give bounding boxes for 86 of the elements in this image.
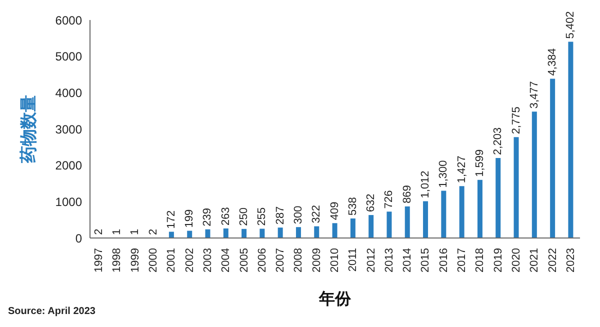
x-tick-label: 2011 — [347, 248, 360, 272]
x-tick-label: 2015 — [420, 248, 432, 272]
source-note: Source: April 2023 — [8, 306, 96, 317]
x-tick-label: 2017 — [456, 248, 468, 272]
data-label: 1,012 — [420, 170, 432, 198]
bar — [459, 186, 464, 238]
bar — [350, 218, 356, 238]
x-tick-label: 2013 — [383, 248, 396, 272]
y-tick-label: 2000 — [55, 158, 82, 173]
x-tick-label: 2001 — [166, 248, 178, 272]
data-label: 172 — [165, 210, 178, 229]
x-tick-label: 2006 — [256, 248, 268, 272]
data-label: 632 — [365, 194, 378, 212]
data-label: 726 — [383, 190, 396, 209]
data-label: 239 — [202, 208, 214, 226]
data-label: 5,402 — [564, 11, 577, 39]
data-label: 3,477 — [528, 81, 540, 109]
x-tick-label: 2020 — [510, 248, 522, 272]
y-tick-label: 4000 — [55, 86, 82, 100]
x-tick-label: 2002 — [184, 248, 196, 272]
x-tick-label: 2023 — [564, 248, 577, 272]
data-label: 1,300 — [438, 160, 450, 188]
data-label: 538 — [346, 197, 359, 216]
x-tick-label: 2014 — [402, 248, 414, 272]
bar — [223, 228, 228, 238]
bar — [205, 229, 210, 238]
data-label: 1,427 — [456, 156, 468, 184]
x-tick-label: 2010 — [329, 248, 341, 272]
x-axis-title: 年份 — [318, 290, 352, 308]
data-label: 2,775 — [510, 106, 522, 134]
bar — [441, 190, 446, 238]
bar — [278, 228, 283, 238]
bar — [532, 112, 537, 238]
y-axis-title: 药物数量 — [19, 95, 38, 164]
bar — [568, 42, 574, 238]
x-tick-label: 2021 — [528, 248, 541, 272]
y-tick-label: 1000 — [55, 194, 82, 209]
bar — [550, 78, 556, 238]
bar — [514, 137, 519, 238]
bar — [187, 230, 192, 238]
x-tick-label: 2019 — [492, 248, 504, 272]
data-label: 199 — [184, 209, 196, 228]
data-label: 409 — [328, 202, 341, 220]
data-label: 322 — [310, 204, 323, 224]
bar — [386, 212, 392, 238]
data-label: 250 — [238, 208, 250, 226]
data-label: 263 — [220, 207, 232, 226]
x-tick-label: 2007 — [274, 248, 287, 272]
x-tick-label: 2018 — [474, 248, 486, 272]
data-label: 255 — [256, 207, 268, 226]
bar — [260, 228, 265, 238]
data-label: 2,203 — [492, 127, 504, 155]
data-label: 1,599 — [474, 149, 486, 177]
x-tick-label: 2022 — [546, 248, 559, 272]
data-label: 2 — [92, 228, 105, 235]
x-tick-label: 2008 — [292, 248, 305, 272]
x-tick-label: 2003 — [202, 248, 214, 272]
x-tick-label: 2005 — [238, 248, 250, 272]
bar — [314, 226, 320, 238]
x-tick-label: 2000 — [148, 248, 160, 272]
bar — [332, 223, 338, 238]
data-label: 1 — [111, 228, 123, 235]
data-label: 869 — [401, 185, 414, 204]
x-tick-label: 2004 — [220, 248, 232, 272]
x-tick-label: 2012 — [365, 248, 378, 272]
data-label: 1 — [129, 228, 142, 235]
x-tick-label: 2016 — [438, 248, 450, 272]
x-tick-label: 1998 — [111, 248, 124, 272]
bar — [368, 215, 374, 238]
bar — [242, 228, 247, 238]
data-label: 2 — [147, 228, 160, 235]
data-label: 4,384 — [546, 48, 559, 76]
y-tick-label: 3000 — [55, 122, 82, 136]
y-tick-label: 0 — [75, 231, 82, 246]
x-tick-label: 1999 — [129, 248, 142, 272]
y-tick-label: 5000 — [55, 50, 82, 64]
bar — [477, 180, 482, 238]
bar — [296, 227, 301, 238]
bar — [423, 201, 428, 238]
bar — [496, 158, 501, 238]
bar — [404, 206, 410, 238]
data-label: 300 — [292, 206, 304, 224]
data-label: 287 — [274, 206, 286, 225]
x-tick-label: 1997 — [93, 248, 106, 272]
x-tick-label: 2009 — [310, 248, 323, 272]
y-tick-label: 6000 — [55, 13, 82, 28]
